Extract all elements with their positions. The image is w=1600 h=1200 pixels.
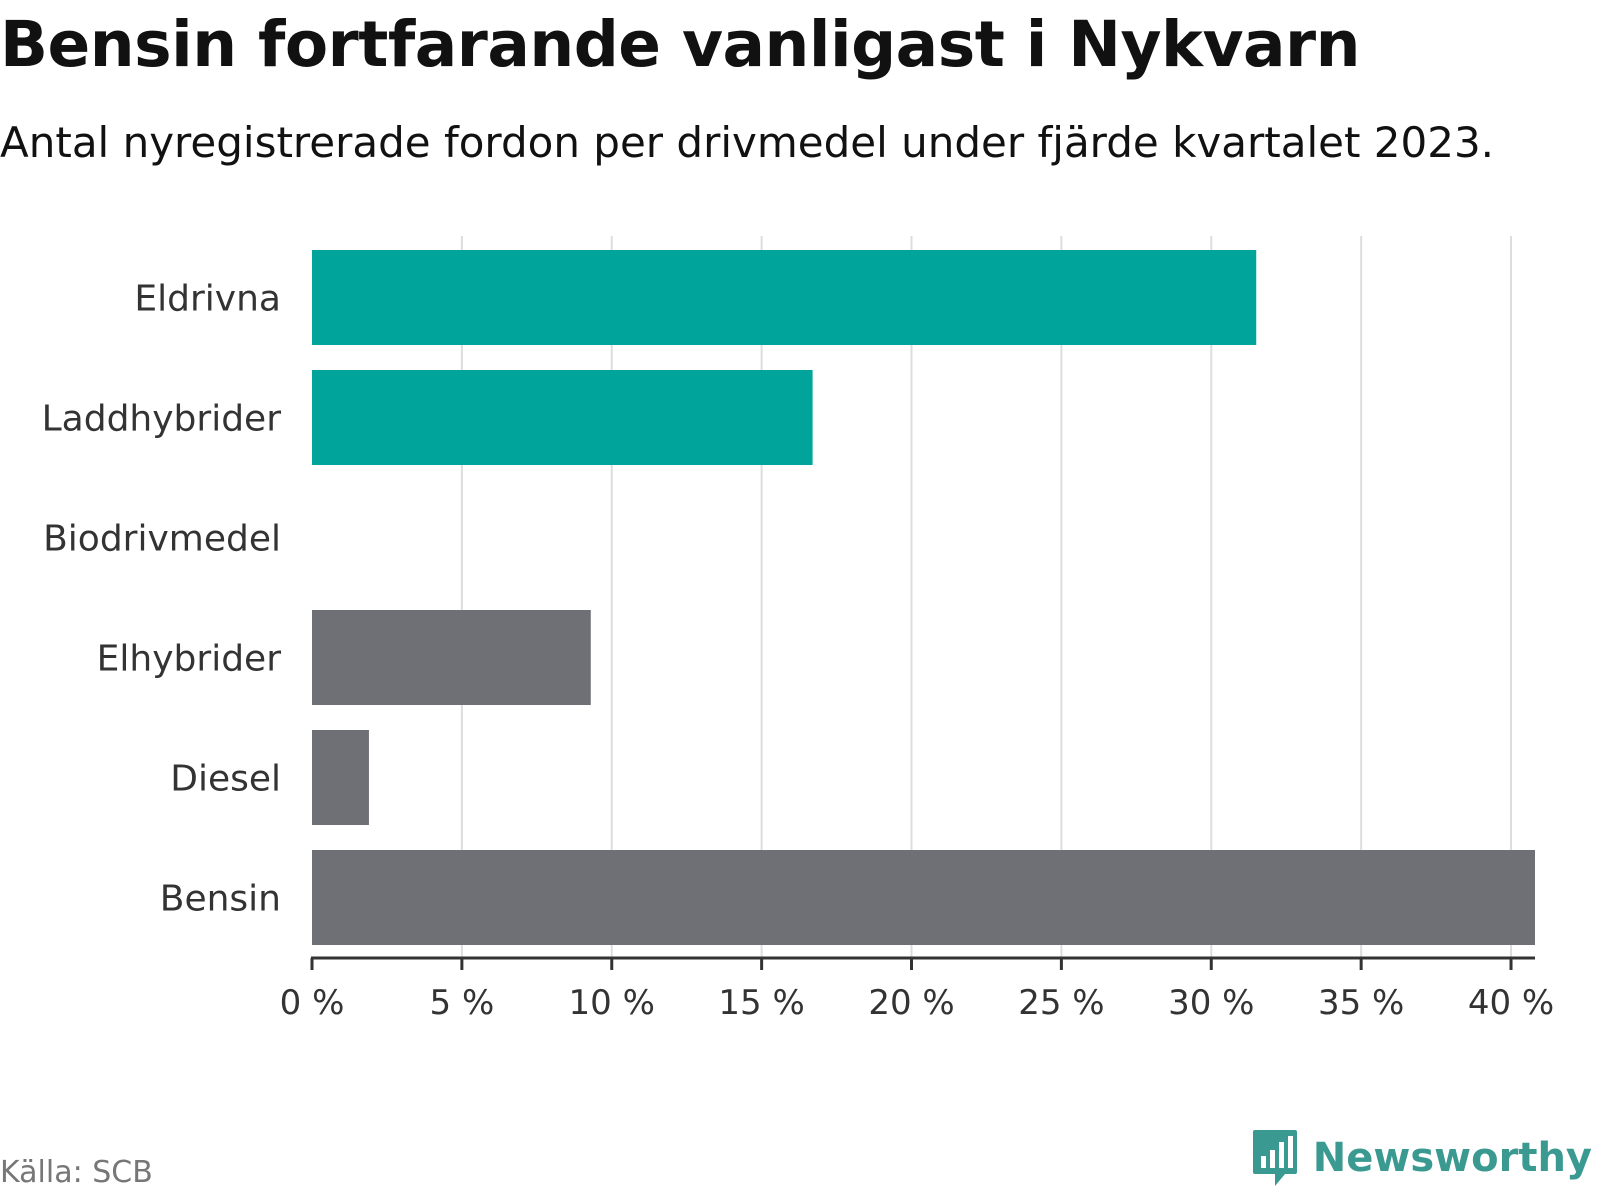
x-tick-label: 35 %: [1318, 983, 1404, 1023]
brand-logo: Newsworthy: [1251, 1128, 1592, 1188]
category-label: Biodrivmedel: [43, 519, 281, 560]
bar-elhybrider: [312, 610, 591, 705]
bar-laddhybrider: [312, 370, 813, 465]
source-note: Källa: SCB: [0, 1155, 153, 1190]
x-tick-label: 40 %: [1468, 983, 1554, 1023]
brand-name: Newsworthy: [1312, 1135, 1592, 1181]
chart-subtitle: Antal nyregistrerade fordon per drivmede…: [0, 118, 1495, 167]
category-label: Elhybrider: [97, 639, 282, 680]
bar-diesel: [312, 730, 369, 825]
bar-chart: Eldrivna Laddhybrider Biodrivmedel Elhybrid…: [42, 236, 1554, 1023]
x-tick-label: 10 %: [569, 983, 655, 1023]
x-tick-label: 25 %: [1018, 983, 1104, 1023]
category-label: Eldrivna: [134, 279, 281, 320]
category-label: Bensin: [160, 879, 281, 920]
x-tick-label: 20 %: [868, 983, 954, 1023]
newsworthy-logo-icon: [1252, 1130, 1297, 1186]
bar-eldrivna: [312, 250, 1257, 345]
bar-bensin: [312, 850, 1535, 945]
category-label: Laddhybrider: [42, 399, 282, 440]
x-tick-label: 15 %: [718, 983, 804, 1023]
category-label: Diesel: [170, 759, 281, 800]
x-tick-label: 30 %: [1168, 983, 1254, 1023]
x-tick-label: 0 %: [280, 983, 345, 1023]
x-tick-label: 5 %: [430, 983, 495, 1023]
chart-title: Bensin fortfarande vanligast i Nykvarn: [0, 8, 1360, 81]
